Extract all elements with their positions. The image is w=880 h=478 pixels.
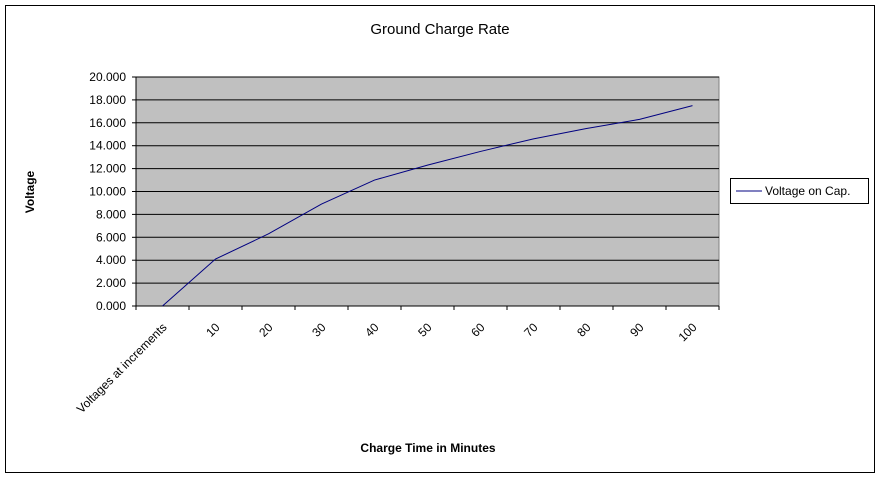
data-line (162, 105, 693, 307)
y-tick-label: 2.000 (96, 276, 126, 290)
y-tick-label: 10.000 (89, 185, 126, 199)
x-axis-title: Charge Time in Minutes (360, 441, 495, 455)
y-tick-label: 0.000 (96, 299, 126, 313)
y-tick-label: 6.000 (96, 230, 126, 244)
y-axis-title: Voltage (23, 170, 37, 213)
y-tick-label: 20.000 (89, 70, 126, 84)
y-tick-label: 16.000 (89, 116, 126, 130)
y-tick-label: 14.000 (89, 139, 126, 153)
y-tick-label: 8.000 (96, 207, 126, 221)
y-tick-label: 18.000 (89, 93, 126, 107)
y-tick-label: 12.000 (89, 162, 126, 176)
y-tick-label: 4.000 (96, 253, 126, 267)
legend-label: Voltage on Cap. (765, 184, 850, 198)
chart-title: Ground Charge Rate (370, 21, 509, 38)
